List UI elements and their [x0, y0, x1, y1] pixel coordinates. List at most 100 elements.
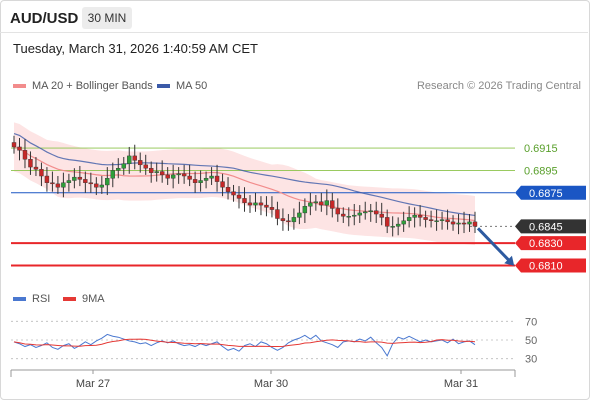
- level-tag-bg: [515, 185, 586, 200]
- candle: [456, 222, 461, 225]
- candle: [439, 219, 445, 221]
- candle: [50, 182, 55, 185]
- candle: [214, 175, 220, 182]
- candle: [198, 180, 203, 183]
- level-label: 0.6810: [529, 260, 563, 272]
- level-label: 0.6875: [529, 188, 563, 200]
- candle: [395, 223, 401, 227]
- candle: [319, 201, 324, 206]
- candle: [346, 216, 351, 218]
- candle: [324, 200, 330, 206]
- candle: [450, 221, 456, 225]
- candle: [280, 218, 286, 221]
- candle: [143, 164, 148, 169]
- candle: [258, 202, 264, 206]
- candle: [461, 222, 467, 225]
- legend-rsi-label: RSI: [32, 293, 51, 305]
- level-tag-bg: [515, 258, 586, 273]
- candle: [269, 207, 275, 210]
- candle: [264, 204, 269, 208]
- symbol-title: AUD/USD: [10, 10, 79, 27]
- candle: [412, 214, 417, 218]
- candle: [341, 213, 346, 217]
- rsi-tick-label: 50: [525, 335, 537, 347]
- candle: [445, 219, 450, 223]
- candle: [28, 159, 33, 168]
- candle: [22, 150, 28, 160]
- candle: [88, 182, 94, 185]
- candle: [77, 176, 83, 180]
- candle: [291, 217, 297, 223]
- candle: [423, 217, 428, 220]
- candle: [275, 209, 280, 219]
- candle: [363, 211, 368, 214]
- candle: [170, 174, 176, 179]
- candles: [11, 135, 478, 237]
- legend-ma50: MA 50: [157, 80, 207, 92]
- rsi-swatch: [13, 297, 26, 301]
- rsi-tick-label: 70: [525, 316, 537, 328]
- candle: [467, 221, 472, 225]
- candle: [313, 201, 319, 204]
- candle: [121, 163, 126, 169]
- candle: [149, 167, 154, 173]
- legend-ma20: MA 20 + Bollinger Bands: [13, 80, 153, 92]
- level-tag-support: 0.6810: [515, 258, 586, 273]
- credit-text: Research © 2026 Trading Central: [416, 80, 581, 92]
- candle: [66, 180, 72, 183]
- bollinger-band: [14, 122, 475, 246]
- rsi-line: [13, 333, 476, 357]
- legend-9ma: 9MA: [63, 293, 105, 305]
- candle: [406, 217, 412, 221]
- candle: [231, 191, 236, 196]
- x-tick-label: Mar 30: [254, 378, 288, 390]
- candle: [17, 146, 22, 151]
- legend-ma20-label: MA 20 + Bollinger Bands: [32, 80, 153, 92]
- ma50-line: [13, 132, 476, 217]
- candle: [357, 212, 362, 216]
- candle: [434, 220, 439, 222]
- candle: [11, 142, 17, 148]
- candle: [83, 179, 88, 183]
- candle: [330, 200, 335, 209]
- candle: [209, 175, 214, 179]
- level-label: 0.6915: [524, 143, 558, 155]
- candle: [132, 155, 137, 161]
- candle: [55, 183, 61, 188]
- candle: [33, 166, 39, 170]
- candle: [165, 174, 170, 179]
- level-label: 0.6830: [529, 238, 563, 250]
- legend-9ma-label: 9MA: [82, 293, 105, 305]
- candle: [286, 220, 291, 223]
- candle: [187, 175, 192, 180]
- candle: [39, 169, 44, 177]
- candle: [390, 226, 395, 228]
- timeframe-badge[interactable]: 30 MIN: [82, 7, 132, 29]
- candle: [159, 171, 165, 176]
- candle: [138, 160, 143, 166]
- candle: [401, 220, 406, 225]
- legend-ma50-label: MA 50: [176, 80, 208, 92]
- x-tick-label: Mar 27: [76, 378, 110, 390]
- candle: [127, 155, 132, 164]
- candle: [105, 178, 110, 186]
- candle: [192, 179, 198, 183]
- level-tag-support: 0.6830: [515, 236, 586, 251]
- candle: [99, 184, 105, 188]
- candle: [220, 181, 225, 188]
- ma9-swatch: [63, 297, 76, 301]
- candle: [352, 214, 357, 217]
- level-tag-bg: [515, 219, 586, 234]
- candle: [472, 221, 478, 227]
- forecast-arrow: [476, 227, 512, 263]
- candle: [154, 171, 159, 173]
- candle: [302, 206, 308, 214]
- ma50-swatch: [157, 84, 170, 88]
- candle: [225, 187, 231, 192]
- candle: [242, 198, 247, 204]
- candle: [116, 167, 121, 171]
- candle: [247, 202, 253, 206]
- forecast-arrowhead: [504, 255, 515, 266]
- level-label: 0.6895: [524, 165, 558, 177]
- header-divider: [0, 32, 588, 33]
